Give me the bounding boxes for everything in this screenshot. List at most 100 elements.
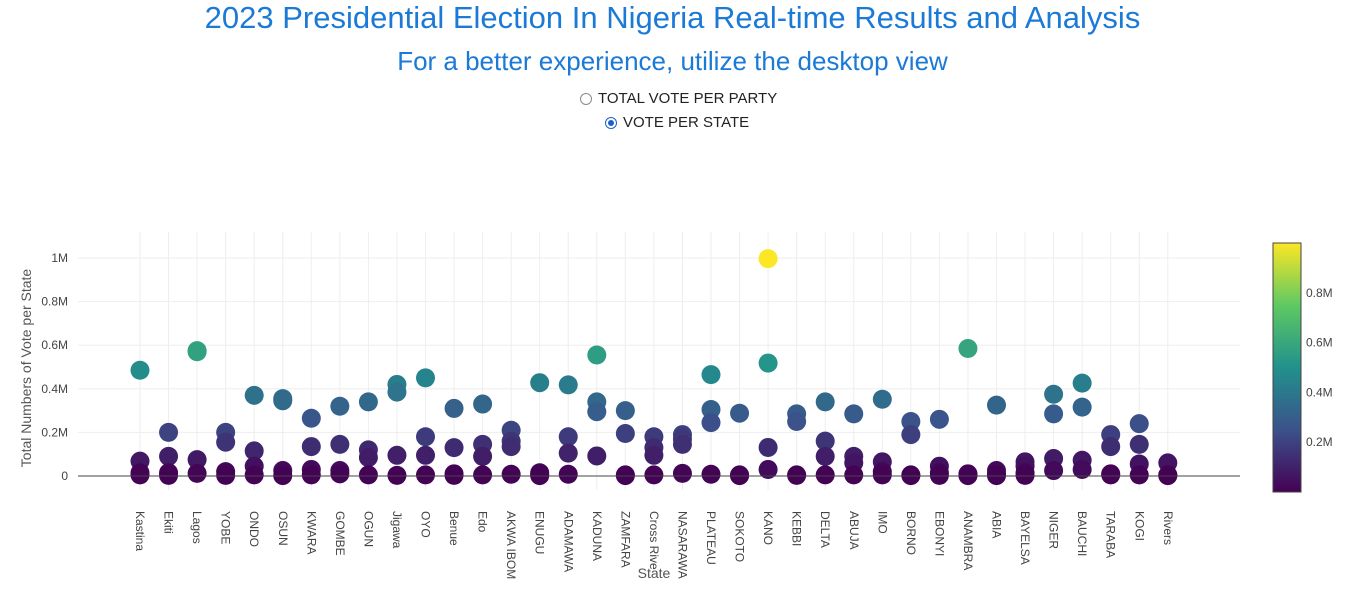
x-tick-label: Cross Rive [647,511,661,570]
data-point[interactable] [558,464,578,484]
x-tick-label: KOGI [1132,511,1146,541]
data-point[interactable] [815,392,835,412]
data-point[interactable] [358,465,378,485]
data-point[interactable] [358,392,378,412]
data-point[interactable] [416,445,435,465]
data-point[interactable] [273,391,293,411]
data-point[interactable] [501,464,521,484]
data-point[interactable] [701,365,721,385]
data-point[interactable] [587,446,607,466]
data-point[interactable] [844,465,864,485]
data-point[interactable] [1044,384,1064,404]
data-point[interactable] [787,465,807,485]
data-point[interactable] [1129,465,1149,485]
data-point[interactable] [1101,465,1121,485]
data-point[interactable] [473,394,493,414]
data-point[interactable] [1101,437,1121,457]
data-point[interactable] [301,437,321,457]
data-point[interactable] [244,465,264,485]
data-point[interactable] [758,437,778,457]
data-point[interactable] [387,445,407,465]
data-point[interactable] [159,465,179,485]
data-point[interactable] [587,345,607,365]
data-point[interactable] [501,437,521,457]
data-point[interactable] [587,402,607,422]
data-point[interactable] [387,382,407,402]
data-point[interactable] [701,413,721,433]
data-point[interactable] [187,450,207,470]
data-point[interactable] [1015,465,1035,485]
data-point[interactable] [672,463,692,483]
x-tick-label: Kastina [133,511,147,551]
x-tick-label: ENUGU [533,511,547,554]
radio-checked-icon[interactable] [605,116,617,129]
data-point[interactable] [644,465,664,485]
data-point[interactable] [159,422,179,442]
data-point[interactable] [244,441,264,461]
data-point[interactable] [558,443,578,463]
data-point[interactable] [815,465,835,485]
data-point[interactable] [473,446,493,466]
radio-vote-per-state[interactable]: VOTE PER STATE [605,114,749,131]
x-tick-label: ANAMBRA [961,511,975,570]
data-point[interactable] [387,465,407,485]
data-point[interactable] [815,431,835,451]
radio-total-vote-per-party[interactable]: TOTAL VOTE PER PARTY [580,90,777,107]
data-point[interactable] [958,338,978,358]
data-point[interactable] [330,434,350,454]
x-tick-label: ADAMAWA [561,511,575,572]
data-point[interactable] [301,465,321,485]
data-point[interactable] [787,412,807,431]
data-point[interactable] [1044,461,1064,481]
data-point[interactable] [416,465,435,485]
data-point[interactable] [815,446,835,466]
data-point[interactable] [1129,434,1149,454]
data-point[interactable] [244,385,264,405]
data-point[interactable] [758,353,778,373]
data-point[interactable] [1129,414,1149,434]
data-point[interactable] [416,368,435,388]
data-point[interactable] [701,400,721,420]
data-point[interactable] [1072,397,1092,417]
data-point[interactable] [901,425,921,445]
data-point[interactable] [615,423,635,443]
data-point[interactable] [159,446,179,466]
data-point[interactable] [1072,373,1092,393]
data-point[interactable] [187,342,207,362]
data-point[interactable] [758,249,778,269]
data-point[interactable] [872,389,892,409]
data-point[interactable] [130,465,150,485]
data-point[interactable] [416,427,435,447]
data-point[interactable] [530,373,550,393]
data-point[interactable] [330,396,350,416]
data-point[interactable] [358,447,378,467]
data-point[interactable] [987,395,1006,415]
data-point[interactable] [1072,459,1092,479]
data-point[interactable] [901,412,921,431]
data-point[interactable] [615,401,635,421]
data-point[interactable] [216,432,236,452]
data-point[interactable] [872,465,892,485]
data-point[interactable] [444,398,464,418]
data-point[interactable] [558,375,578,395]
data-point[interactable] [444,465,464,485]
data-point[interactable] [730,403,750,423]
x-tick-label: KEBBI [790,511,804,546]
data-point[interactable] [444,438,464,458]
data-point[interactable] [672,434,692,454]
data-point[interactable] [130,360,150,380]
radio-unchecked-icon[interactable] [580,92,592,105]
data-point[interactable] [216,465,236,485]
data-point[interactable] [644,445,664,465]
data-point[interactable] [844,404,864,424]
data-point[interactable] [701,464,721,484]
data-point[interactable] [929,409,949,429]
data-point[interactable] [1044,404,1064,424]
data-point[interactable] [301,408,321,428]
data-point[interactable] [330,464,350,484]
data-point[interactable] [187,463,207,483]
data-point[interactable] [758,459,778,479]
data-point[interactable] [929,465,949,485]
data-point[interactable] [558,427,578,447]
data-point[interactable] [473,465,493,485]
